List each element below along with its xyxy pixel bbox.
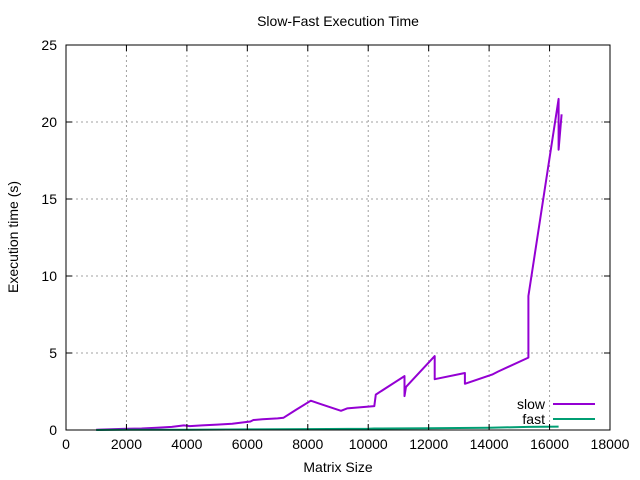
chart-title: Slow-Fast Execution Time <box>257 13 419 29</box>
y-tick-label: 20 <box>41 114 57 130</box>
x-axis-title: Matrix Size <box>303 459 372 475</box>
y-tick-label: 25 <box>41 37 57 53</box>
axis-ticks: 0 2000 4000 6000 8000 10000 12000 14000 16000 180… <box>41 37 629 452</box>
y-tick-label: 15 <box>41 191 57 207</box>
y-axis-title: Execution time (s) <box>5 181 21 293</box>
x-tick-label: 6000 <box>232 436 263 452</box>
y-tick-label: 0 <box>49 422 57 438</box>
x-tick-label: 14000 <box>470 436 509 452</box>
x-tick-label: 12000 <box>409 436 448 452</box>
x-tick-label: 4000 <box>171 436 202 452</box>
gridlines <box>66 45 610 430</box>
x-tick-label: 8000 <box>292 436 323 452</box>
x-tick-label: 18000 <box>591 436 630 452</box>
legend-label-fast: fast <box>522 411 545 427</box>
y-tick-label: 5 <box>49 345 57 361</box>
series-line-slow <box>96 97 563 431</box>
plot-frame <box>65 44 611 431</box>
y-tick-label: 10 <box>41 268 57 284</box>
legend-label-slow: slow <box>517 396 546 412</box>
x-tick-label: 16000 <box>530 436 569 452</box>
x-tick-label: 2000 <box>111 436 142 452</box>
x-tick-label: 10000 <box>349 436 388 452</box>
x-tick-label: 0 <box>62 436 70 452</box>
